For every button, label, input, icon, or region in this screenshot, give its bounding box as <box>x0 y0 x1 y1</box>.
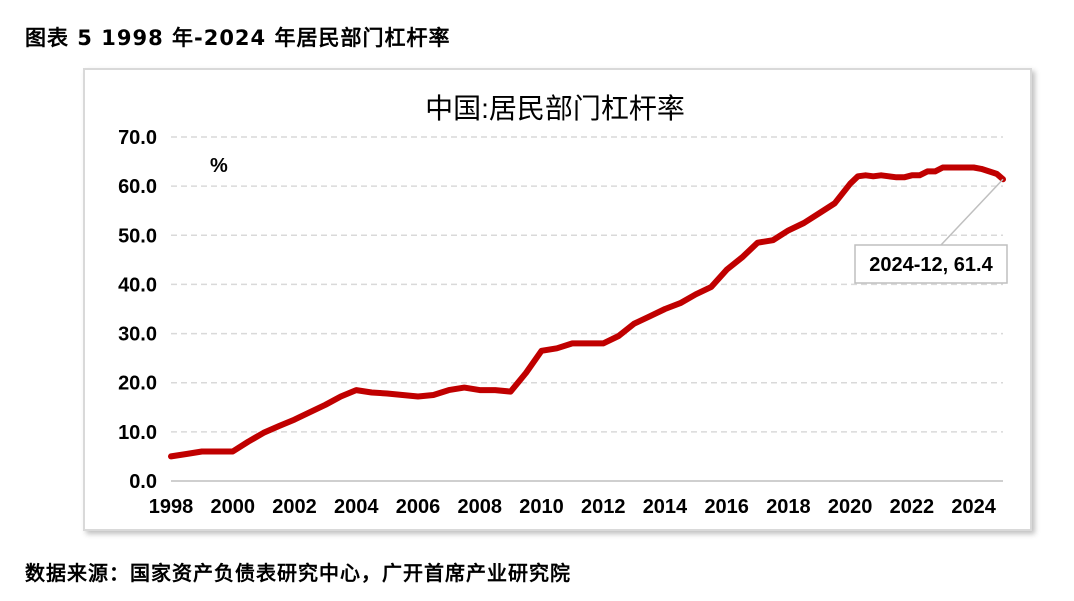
x-tick-label: 2018 <box>766 496 811 518</box>
x-tick-label: 2002 <box>272 496 317 518</box>
y-tick-label: 20.0 <box>118 373 157 395</box>
y-tick-label: 60.0 <box>118 176 157 198</box>
chart-frame: 中国:居民部门杠杆率 0.0 10.0 20.0 30.0 40.0 50.0 60.0 70… <box>83 68 1032 531</box>
y-tick-label: 10.0 <box>118 422 157 444</box>
x-tick-label: 2020 <box>828 496 873 518</box>
y-tick-label: 0.0 <box>129 471 157 493</box>
x-tick-label: 2022 <box>890 496 935 518</box>
annotation-box <box>854 244 1008 284</box>
figure-caption: 图表 5 1998 年-2024 年居民部门杠杆率 <box>25 26 451 50</box>
x-tick-label: 2000 <box>210 496 255 518</box>
x-tick-label: 2014 <box>643 496 688 518</box>
x-tick-label: 2010 <box>519 496 564 518</box>
x-axis-tick-labels: 1998 2000 2002 2004 2006 2008 2010 2012 2014 2016… <box>149 496 997 518</box>
x-tick-label: 2008 <box>457 496 502 518</box>
gridlines <box>171 136 1003 433</box>
line-chart: 中国:居民部门杠杆率 0.0 10.0 20.0 30.0 40.0 50.0 60.0 70… <box>118 93 1008 518</box>
source-note: 数据来源：国家资产负债表研究中心，广开首席产业研究院 <box>25 561 571 585</box>
x-tick-label: 1998 <box>149 496 194 518</box>
x-tick-label: 2024 <box>951 496 996 518</box>
x-tick-label: 2012 <box>581 496 626 518</box>
x-tick-label: 2006 <box>396 496 441 518</box>
x-tick-label: 2004 <box>334 496 379 518</box>
chart-title: 中国:居民部门杠杆率 <box>425 93 685 124</box>
y-tick-label: 50.0 <box>118 225 157 247</box>
annotation-label: 2024-12, 61.4 <box>869 254 993 276</box>
y-tick-label: 30.0 <box>118 324 157 346</box>
y-tick-label: 40.0 <box>118 274 157 296</box>
series-line <box>168 164 1006 460</box>
x-tick-label: 2016 <box>704 496 749 518</box>
y-tick-label: 70.0 <box>118 127 157 149</box>
y-axis-tick-labels: 0.0 10.0 20.0 30.0 40.0 50.0 60.0 70.0 <box>118 127 157 493</box>
annotation-leader-line <box>940 178 1004 246</box>
y-axis-unit-label: % <box>210 155 228 177</box>
